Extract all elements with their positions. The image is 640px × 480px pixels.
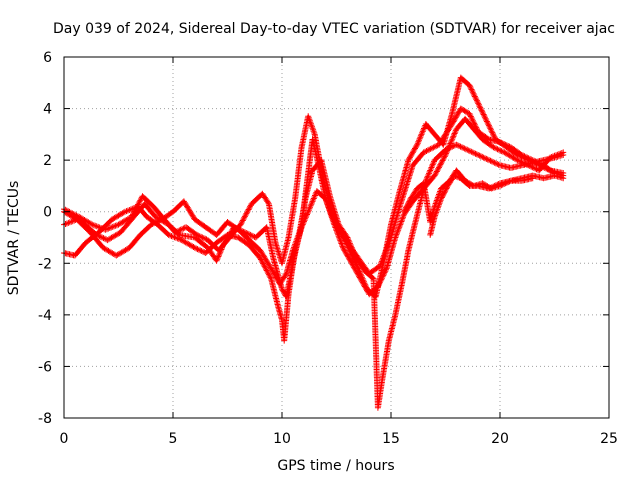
y-tick-label: -4 <box>38 308 52 324</box>
plot-frame <box>63 56 610 419</box>
y-tick-label: -6 <box>38 359 52 375</box>
x-tick-label: 15 <box>382 431 400 447</box>
point-markers <box>427 172 536 238</box>
chart-title: Day 039 of 2024, Sidereal Day-to-day VTE… <box>53 21 615 37</box>
x-tick-label: 25 <box>600 431 618 447</box>
x-tick-label: 0 <box>60 431 69 447</box>
x-tick-label: 20 <box>491 431 509 447</box>
data-points <box>61 74 567 411</box>
x-axis-ticks: 0 5 10 15 20 25 <box>60 57 618 447</box>
x-tick-label: 10 <box>273 431 291 447</box>
x-tick-label: 5 <box>169 431 178 447</box>
series-track-6 <box>427 172 536 238</box>
y-axis-ticks: -8 -6 -4 -2 0 2 4 6 <box>38 50 609 427</box>
y-tick-label: 0 <box>43 205 52 221</box>
y-tick-label: 4 <box>43 102 52 118</box>
y-tick-label: 6 <box>43 50 52 66</box>
x-axis-title: GPS time / hours <box>277 458 394 474</box>
y-tick-label: -2 <box>38 256 52 272</box>
y-axis-title: SDTVAR / TECUs <box>6 181 22 296</box>
y-tick-label: -8 <box>38 411 52 427</box>
y-tick-label: 2 <box>43 153 52 169</box>
